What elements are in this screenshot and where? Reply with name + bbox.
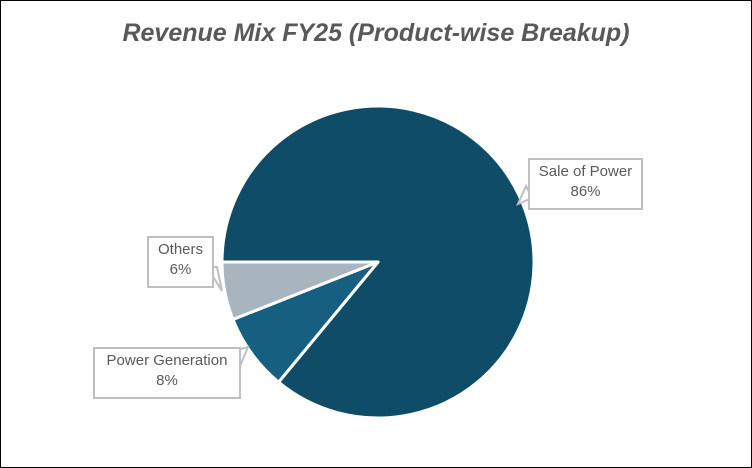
chart-title: Revenue Mix FY25 (Product-wise Breakup) (122, 19, 630, 47)
label-category: Sale of Power (538, 163, 633, 180)
label-value: 6% (169, 261, 192, 278)
label-value: 86% (570, 183, 601, 200)
data-label-power-generation: Power Generation 8% (93, 347, 241, 399)
data-label-others: Others 6% (147, 236, 214, 288)
label-value: 8% (156, 372, 178, 389)
pie-slice-others (220, 260, 380, 321)
label-category: Others (157, 241, 203, 258)
data-label-sale-of-power: Sale of Power 86% (528, 158, 643, 210)
label-category: Power Generation (106, 352, 228, 369)
